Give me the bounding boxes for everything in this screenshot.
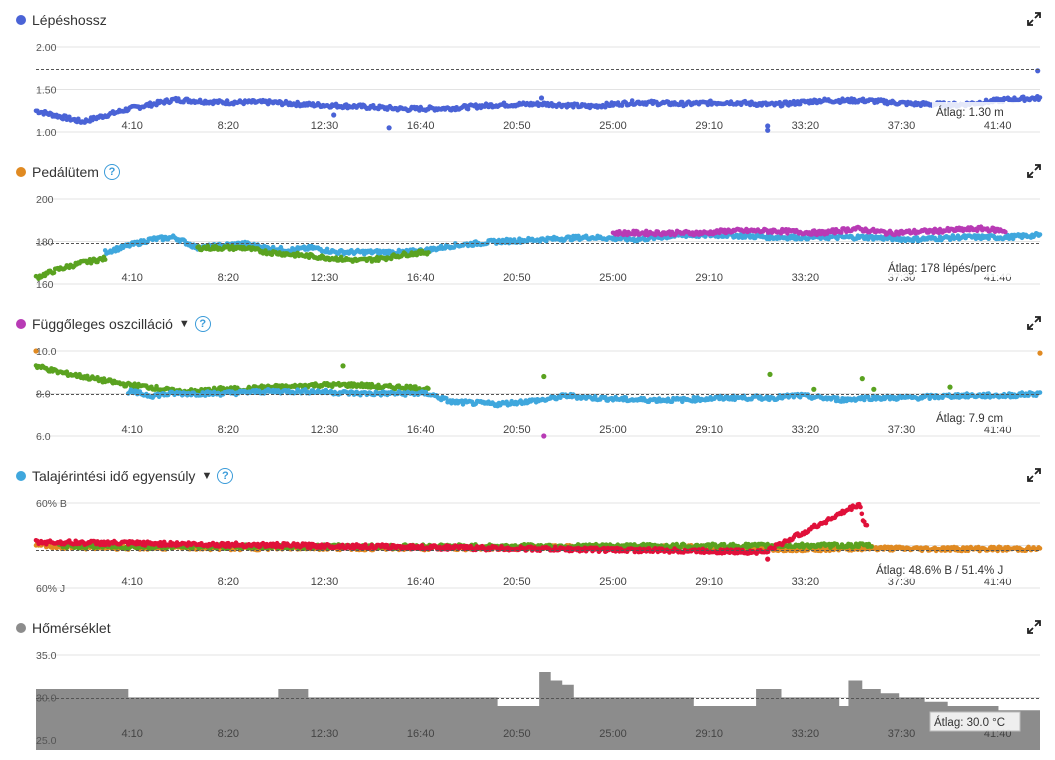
series-color-dot-icon: [16, 167, 26, 177]
y-tick-label: 200: [36, 194, 54, 206]
x-tick-label: 16:40: [407, 120, 435, 132]
x-tick-label: 4:10: [121, 424, 142, 436]
series-points: [126, 387, 1042, 408]
average-label: Átlag: 1.30 m: [936, 106, 1004, 119]
y-tick-label: 8.0: [36, 389, 51, 401]
help-icon[interactable]: ?: [195, 316, 211, 332]
data-point: [426, 250, 431, 255]
y-tick-label: 180: [36, 237, 54, 249]
y-tick-label: 1.00: [36, 127, 57, 139]
expand-icon[interactable]: [1027, 316, 1041, 330]
data-point: [1038, 95, 1043, 100]
y-tick-label: 1.50: [36, 85, 57, 97]
average-label: Átlag: 7.9 cm: [936, 412, 1003, 425]
outlier-point: [539, 95, 544, 100]
x-tick-label: 25:00: [599, 120, 627, 132]
panel-title: Pedálütem: [32, 164, 99, 180]
x-tick-label: 25:00: [599, 424, 627, 436]
x-tick-label: 12:30: [311, 424, 339, 436]
y-tick-label: 160: [36, 279, 54, 291]
expand-icon[interactable]: [1027, 164, 1041, 178]
series-color-dot-icon: [16, 471, 26, 481]
data-point: [630, 98, 635, 103]
x-tick-label: 29:10: [695, 424, 723, 436]
x-tick-label: 12:30: [311, 120, 339, 132]
x-tick-label: 16:40: [407, 424, 435, 436]
outlier-point: [541, 374, 546, 379]
x-tick-label: 25:00: [599, 272, 627, 284]
x-tick-label: 16:40: [407, 272, 435, 284]
x-tick-label: 8:20: [218, 424, 239, 436]
chart-panel: Pedálütem? 200 180 160 4:10 8:20 12:30 16:40 20:…: [0, 152, 1055, 304]
data-point: [839, 230, 844, 235]
x-tick-label: 37:30: [888, 424, 916, 436]
outlier-point: [541, 433, 546, 438]
outlier-point: [1035, 68, 1040, 73]
outlier-point: [765, 123, 770, 128]
x-tick-label: 20:50: [503, 272, 531, 284]
outlier-point: [947, 385, 952, 390]
chart-panel: Lépéshossz 2.00 1.50 1.00 4:10 8:20 12:30 16:40…: [0, 0, 1055, 152]
panel-title: Függőleges oszcilláció: [32, 316, 173, 332]
y-tick-label: 10.0: [36, 346, 57, 358]
data-point: [1003, 230, 1008, 235]
x-tick-label: 20:50: [503, 424, 531, 436]
x-tick-label: 33:20: [792, 120, 820, 132]
series-color-dot-icon: [16, 319, 26, 329]
panel-header: Lépéshossz: [16, 10, 107, 30]
expand-icon[interactable]: [1027, 468, 1041, 482]
help-icon[interactable]: ?: [217, 468, 233, 484]
x-tick-label: 29:10: [695, 120, 723, 132]
panel-header: Függőleges oszcilláció ▼?: [16, 314, 211, 334]
data-point: [52, 270, 57, 275]
x-tick-label: 41:40: [984, 120, 1012, 132]
chart-plot: 10.0 8.0 6.0 4:10 8:20 12:30 16:40 20:50 25:00 29…: [0, 334, 1055, 454]
series-points: [34, 255, 108, 282]
x-tick-label: 29:10: [695, 272, 723, 284]
panel-title: Lépéshossz: [32, 12, 107, 28]
y-tick-label: 6.0: [36, 431, 51, 443]
x-tick-label: 8:20: [218, 272, 239, 284]
outlier-point: [871, 387, 876, 392]
outlier-point: [767, 372, 772, 377]
x-tick-label: 33:20: [792, 424, 820, 436]
outlier-point: [331, 112, 336, 117]
metric-dropdown-icon[interactable]: ▼: [201, 470, 212, 482]
x-tick-label: 4:10: [121, 120, 142, 132]
outlier-point: [811, 387, 816, 392]
chart-plot: 200 180 160 4:10 8:20 12:30 16:40 20:50 25:00 29:…: [0, 182, 1055, 302]
x-tick-label: 8:20: [218, 120, 239, 132]
average-label: Átlag: 178 lépés/perc: [888, 262, 996, 275]
x-tick-label: 4:10: [121, 272, 142, 284]
chart-plot: 2.00 1.50 1.00 4:10 8:20 12:30 16:40 20:50 25:00…: [0, 30, 1055, 150]
x-tick-label: 33:20: [792, 272, 820, 284]
x-tick-label: 20:50: [503, 120, 531, 132]
metric-dropdown-icon[interactable]: ▼: [179, 318, 190, 330]
panel-header: Talajérintési idő egyensúly ▼?: [16, 466, 233, 486]
data-point: [869, 544, 874, 549]
data-point: [1038, 232, 1043, 237]
x-tick-label: 37:30: [888, 120, 916, 132]
x-tick-label: 12:30: [311, 272, 339, 284]
series-color-dot-icon: [16, 15, 26, 25]
outlier-point: [387, 125, 392, 130]
help-icon[interactable]: ?: [104, 164, 120, 180]
y-tick-label: 2.00: [36, 42, 57, 54]
outlier-point: [340, 363, 345, 368]
expand-icon[interactable]: [1027, 12, 1041, 26]
outlier-point: [1037, 351, 1042, 356]
outlier-point: [860, 376, 865, 381]
data-point: [103, 257, 108, 262]
panel-header: Pedálütem?: [16, 162, 120, 182]
panel-title: Talajérintési idő egyensúly: [32, 468, 195, 484]
chart-panel: Függőleges oszcilláció ▼? 10.0 8.0 6.0 4:10 8:…: [0, 304, 1055, 456]
